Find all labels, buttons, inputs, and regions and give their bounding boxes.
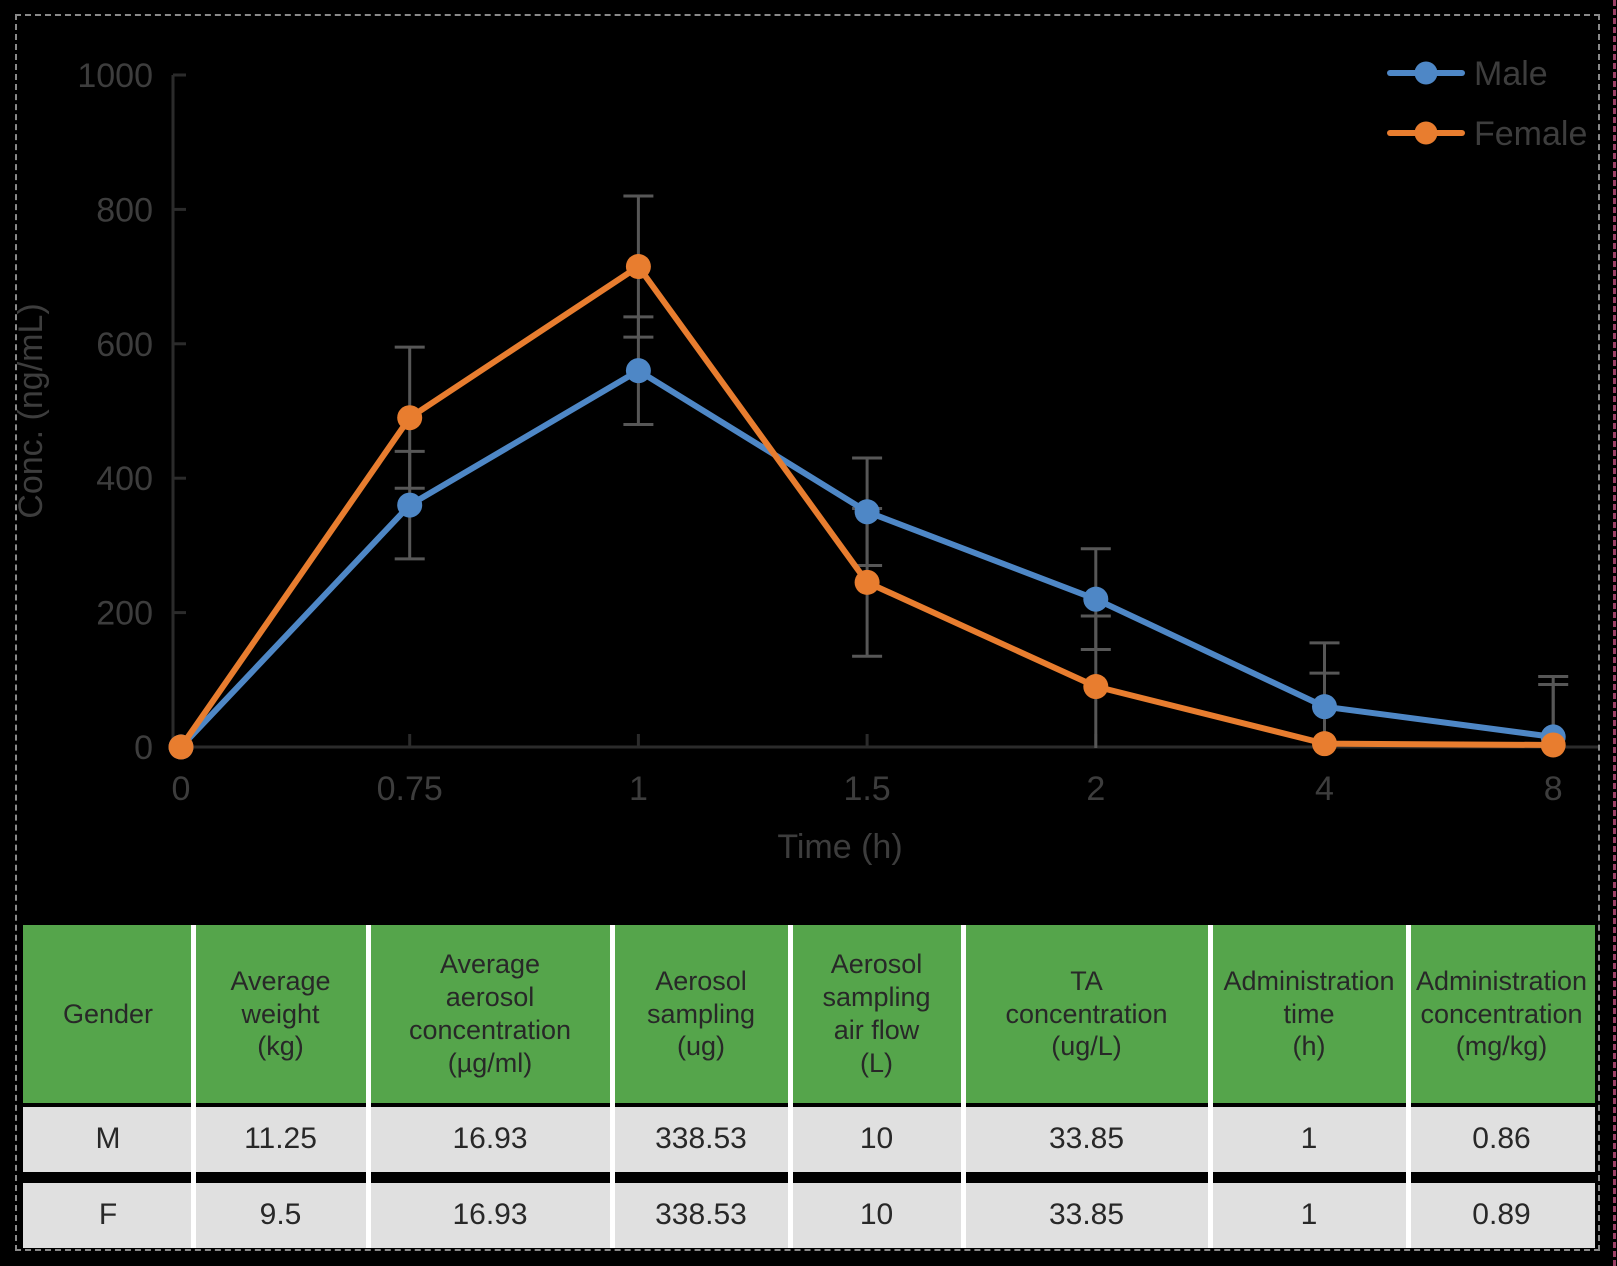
header-cell-0: Gender <box>23 925 193 1103</box>
x-tick-label: 1 <box>629 770 648 808</box>
header-cell-1: Average weight (kg) <box>193 925 368 1103</box>
y-tick-label: 600 <box>96 326 153 364</box>
table-cell-r1c3: 338.53 <box>612 1183 790 1248</box>
table-cell-r0c5: 33.85 <box>963 1107 1210 1172</box>
column-separator <box>1406 925 1411 1248</box>
table-cell-r1c1: 9.5 <box>193 1183 368 1248</box>
y-tick-label: 1000 <box>77 57 153 95</box>
error-bars <box>394 194 1569 748</box>
y-axis-title: Conc. (ng/mL) <box>12 303 50 518</box>
female-marker <box>1540 732 1566 758</box>
x-tick-label: 2 <box>1086 770 1105 808</box>
column-separator <box>1208 925 1213 1248</box>
table-cell-r1c2: 16.93 <box>368 1183 612 1248</box>
table-cell-r0c7: 0.86 <box>1408 1107 1595 1172</box>
x-axis-title: Time (h) <box>777 828 902 866</box>
male-marker <box>397 492 423 518</box>
table-row: F 9.5 16.93 338.53 10 33.85 1 0.89 <box>23 1183 1595 1248</box>
legend-male-label: Male <box>1474 55 1548 93</box>
column-separator <box>788 925 793 1248</box>
x-tick-label: 4 <box>1315 770 1334 808</box>
male-marker <box>854 499 880 525</box>
header-cell-5: TA concentration (ug/L) <box>963 925 1210 1103</box>
y-tick-label: 800 <box>96 191 153 229</box>
table-cell-r0c2: 16.93 <box>368 1107 612 1172</box>
male-marker <box>1312 694 1337 720</box>
table-cell-r1c5: 33.85 <box>963 1183 1210 1248</box>
x-tick-label: 0.75 <box>377 770 443 808</box>
x-tick-label: 8 <box>1544 770 1563 808</box>
legend-female-marker <box>1414 121 1438 145</box>
y-tick-label: 200 <box>96 595 153 633</box>
column-separator <box>610 925 615 1248</box>
x-tick-label: 0 <box>172 770 191 808</box>
x-tick-label: 1.5 <box>843 770 890 808</box>
dosing-parameters-table: Gender Average weight (kg) Average aerosol… <box>23 925 1595 1248</box>
header-cell-4: Aerosol sampling air flow (L) <box>790 925 963 1103</box>
column-separator <box>191 925 196 1248</box>
table-cell-r1c6: 1 <box>1210 1183 1408 1248</box>
male-marker <box>625 358 651 384</box>
table-cell-r1c0: F <box>23 1183 193 1248</box>
female-marker <box>1083 674 1109 700</box>
table-cell-r0c6: 1 <box>1210 1107 1408 1172</box>
y-tick-label: 0 <box>134 729 153 767</box>
table-cell-r0c0: M <box>23 1107 193 1172</box>
female-marker <box>168 734 194 760</box>
male-marker <box>1083 586 1109 612</box>
female-marker <box>625 254 651 280</box>
table-row: M 11.25 16.93 338.53 10 33.85 1 0.86 <box>23 1107 1595 1172</box>
female-marker <box>1312 731 1337 757</box>
header-cell-2: Average aerosol concentration (µg/ml) <box>368 925 612 1103</box>
table-header-row: Gender Average weight (kg) Average aerosol… <box>23 925 1595 1103</box>
table-cell-r0c4: 10 <box>790 1107 963 1172</box>
table-cell-r1c7: 0.89 <box>1408 1183 1595 1248</box>
female-marker <box>397 405 423 431</box>
column-separator <box>961 925 966 1248</box>
legend-female-label: Female <box>1474 115 1587 153</box>
y-tick-label: 400 <box>96 460 153 498</box>
table-cell-r0c3: 338.53 <box>612 1107 790 1172</box>
legend-male-marker <box>1414 61 1438 85</box>
column-separator <box>366 925 371 1248</box>
header-cell-6: Administration time (h) <box>1210 925 1408 1103</box>
header-cell-7: Administration concentration (mg/kg) <box>1408 925 1595 1103</box>
header-cell-3: Aerosol sampling (ug) <box>612 925 790 1103</box>
pk-concentration-line-chart: 0 200 400 600 800 1000 0 0.75 1 1.5 2 4 8 Time (h) Con… <box>12 55 1598 866</box>
female-marker <box>854 569 880 595</box>
table-cell-r1c4: 10 <box>790 1183 963 1248</box>
table-cell-r0c1: 11.25 <box>193 1107 368 1172</box>
